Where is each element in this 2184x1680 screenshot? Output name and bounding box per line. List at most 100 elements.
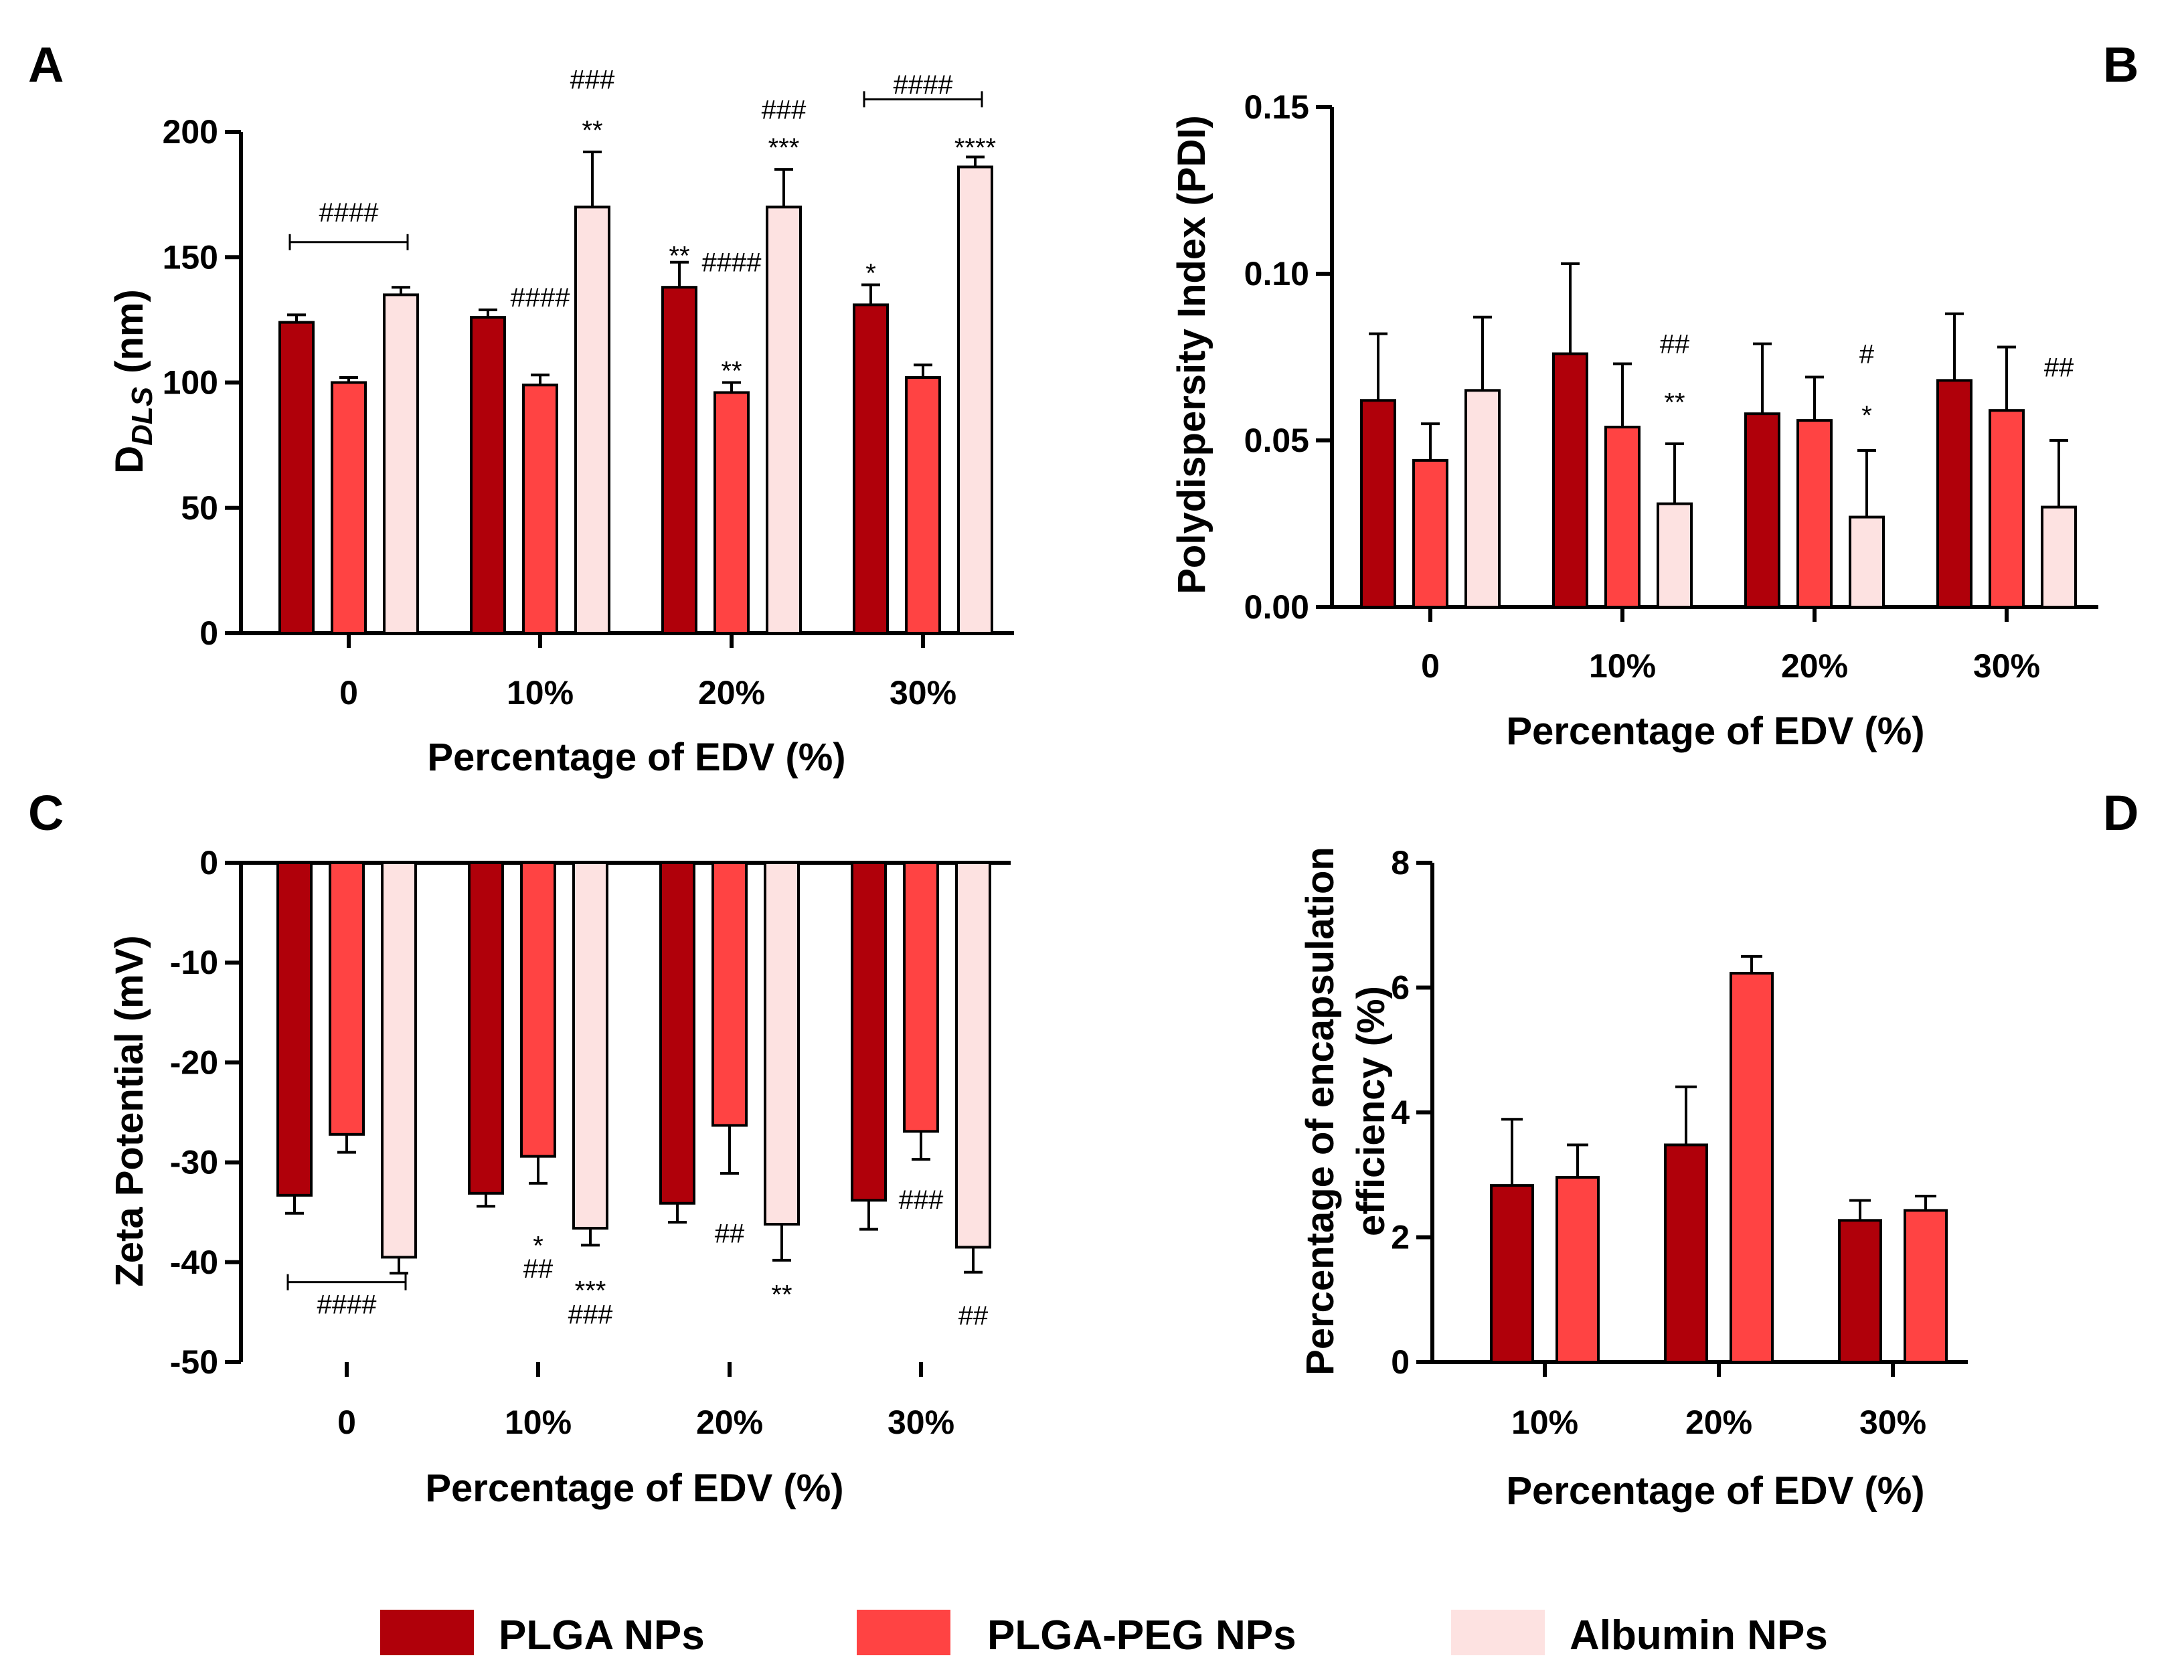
panel-b-bars [1360,352,2077,609]
significance-label: #### [511,283,571,313]
panel-c-y-title: Zeta Potential (mV) [108,935,151,1286]
panel-a-x-tick-label: 0 [339,674,358,711]
bar-b-plga_peg-0 [1412,458,1448,608]
legend-swatch-plga [380,1610,474,1655]
panel-b-y-tick-label: 0.05 [1244,422,1309,459]
panel-a-y-title-main: D [108,446,151,474]
bar-a-plga_peg-2 [713,391,750,635]
significance-label: * [533,1232,543,1261]
bar-a-plga-2 [661,286,697,635]
panel-d-x-tick-label: 30% [1859,1404,1926,1441]
legend: PLGA NPs PLGA-PEG NPs Albumin NPs [380,1610,1828,1659]
panel-c-y-tick-label: -50 [170,1343,218,1381]
bar-b-plga-1 [1552,352,1588,609]
bar-b-plga_peg-2 [1796,419,1833,608]
panel-c-y-ticks: -50 -40 -30 -20 -10 0 [170,844,241,1381]
significance-label: ### [899,1185,944,1215]
panel-b-y-tick-label: 0.10 [1244,255,1309,292]
panel-a-x-tick-label: 10% [507,674,574,711]
panel-d-y-title: Percentage of encapsulation [1298,847,1342,1375]
panel-c-error-bars [285,1125,983,1275]
bar-d-plga-1 [1664,1143,1708,1363]
panel-d-x-ticks: 10% 20% 30% [1511,1362,1926,1441]
panel-a-y-title-sub: DLS [126,387,159,446]
panel-d-y-title-line2: efficiency (%) [1349,986,1393,1236]
significance-label: #### [894,70,954,100]
panel-d-y-ticks: 0 2 4 6 8 [1391,844,1432,1381]
bar-c-plga_peg-2 [711,861,748,1127]
significance-label: *** [575,1276,606,1306]
panel-c: C -50-40-30-20-100 ####*##***#####**####… [28,785,1011,1510]
bar-a-plga_peg-1 [522,384,558,635]
significance-label: #### [317,1290,377,1319]
panel-b-y-tick-label: 0.00 [1244,588,1309,626]
significance-label: ## [2044,353,2074,382]
significance-label: #### [702,248,762,278]
significance-label: ** [721,357,742,386]
panel-c-x-tick-label: 20% [696,1404,763,1441]
panel-c-letter: C [28,785,64,841]
bar-b-albumin-0 [1464,389,1501,608]
bar-b-albumin-2 [1849,515,1885,608]
significance-label: ### [568,1300,613,1329]
bar-d-plga_peg-0 [1556,1175,1600,1363]
panel-a-bars [278,165,993,635]
bar-a-albumin-0 [383,293,419,635]
bar-a-plga_peg-3 [905,376,941,635]
panel-b-error-bars [1369,262,2068,517]
panel-b-significance: **##*# ## [1660,330,2074,431]
panel-a-significance: ########**###** ####*****###*####**** [288,65,996,386]
panel-a-y-tick-label: 50 [181,489,218,527]
bar-b-plga_peg-3 [1989,409,2025,608]
bar-d-plga_peg-2 [1904,1209,1948,1363]
panel-a-y-tick-label: 100 [163,364,218,402]
panel-c-y-tick-label: -20 [170,1043,218,1081]
significance-label: * [865,258,876,288]
bar-a-plga-0 [278,321,315,635]
panel-c-y-tick-label: -40 [170,1244,218,1281]
panel-d-error-bars [1501,954,1936,1221]
significance-label: # [1859,340,1875,369]
bar-c-albumin-2 [764,861,800,1226]
significance-label: ## [715,1220,745,1249]
panel-b-y-title: Polydispersity Index (PDI) [1170,115,1213,594]
legend-swatch-plga-peg [857,1610,950,1655]
bar-b-plga-0 [1360,399,1396,608]
panel-a-error-bars [287,150,985,393]
panel-a-y-tick-label: 200 [163,113,218,151]
significance-label: ** [771,1280,792,1310]
panel-a-y-ticks: 0 50 100 150 200 [163,113,241,652]
panel-b-x-tick-label: 0 [1421,647,1440,685]
significance-label: ### [570,65,615,94]
panel-c-x-tick-label: 30% [888,1404,954,1441]
legend-label-plga-peg: PLGA-PEG NPs [987,1612,1296,1659]
panel-a-x-title: Percentage of EDV (%) [427,736,845,779]
significance-label: #### [319,198,380,228]
panel-c-y-tick-label: 0 [199,844,218,881]
bar-d-plga-2 [1838,1219,1882,1364]
bar-c-plga_peg-0 [329,861,365,1136]
bar-a-plga-3 [853,303,889,635]
significance-label: ## [523,1254,554,1284]
panel-c-x-tick-label: 0 [337,1404,356,1441]
panel-c-bars [276,861,991,1259]
bar-b-plga-2 [1744,412,1780,608]
panel-a-letter: A [28,37,64,92]
panel-b-x-title: Percentage of EDV (%) [1506,709,1924,753]
panel-d-y-tick-label: 6 [1391,969,1410,1007]
bar-c-plga_peg-1 [520,861,556,1158]
bar-a-plga-1 [470,316,506,635]
panel-a-x-tick-label: 30% [890,674,956,711]
legend-swatch-albumin [1451,1610,1545,1655]
significance-label: * [1861,401,1872,430]
bar-c-albumin-3 [955,861,991,1249]
bar-c-albumin-0 [381,861,417,1259]
panel-a-x-tick-label: 20% [698,674,765,711]
bar-a-albumin-1 [574,205,610,635]
bar-c-plga-1 [468,861,504,1195]
significance-label: ** [1664,388,1685,417]
panel-d-letter: D [2103,785,2138,841]
panel-c-y-tick-label: -30 [170,1144,218,1181]
panel-d-x-tick-label: 10% [1511,1404,1578,1441]
